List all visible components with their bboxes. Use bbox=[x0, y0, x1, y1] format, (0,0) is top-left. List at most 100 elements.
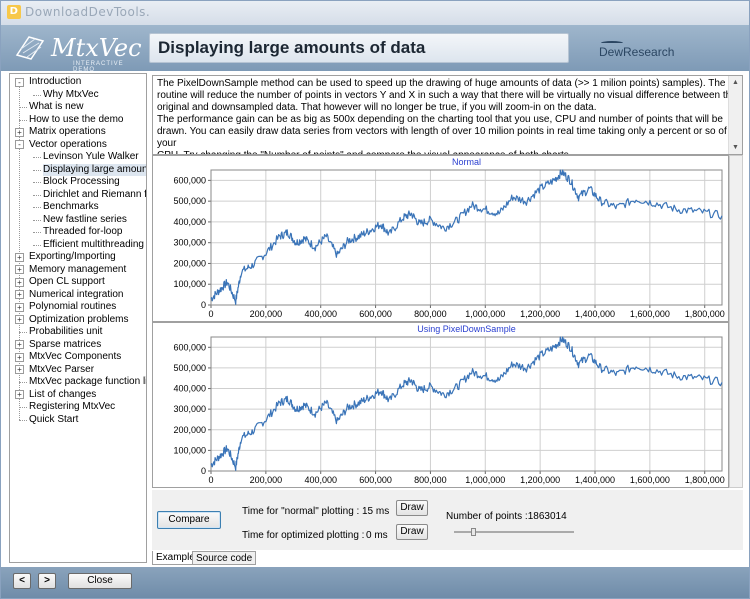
x-tick-label: 0 bbox=[208, 309, 213, 319]
previous-button[interactable]: < bbox=[13, 573, 31, 589]
y-tick-label: 300,000 bbox=[173, 238, 206, 248]
collapse-icon[interactable]: - bbox=[15, 77, 24, 87]
normal-time-label: Time for "normal" plotting : bbox=[242, 506, 360, 517]
tree-connector bbox=[19, 407, 27, 408]
tree-item[interactable]: What is new bbox=[29, 101, 84, 112]
tree-item[interactable]: Memory management bbox=[29, 263, 127, 275]
tree-item[interactable]: Matrix operations bbox=[29, 126, 106, 137]
logo-name: MtxVec bbox=[51, 34, 142, 62]
description-memo[interactable]: The PixelDownSample method can be used t… bbox=[152, 75, 743, 155]
x-tick-label: 200,000 bbox=[250, 309, 283, 319]
y-tick-label: 100,000 bbox=[173, 445, 206, 455]
optimized-time-value: 0 ms bbox=[366, 530, 388, 541]
expand-icon[interactable]: + bbox=[15, 252, 24, 262]
draw-optimized-button[interactable]: Draw bbox=[396, 524, 428, 540]
tree-line bbox=[19, 80, 20, 420]
y-tick-label: 600,000 bbox=[173, 175, 206, 185]
x-tick-label: 800,000 bbox=[414, 309, 447, 319]
chart-normal[interactable]: Normal 0 100,000 200,000 300,000 400,000 500,0… bbox=[152, 155, 729, 322]
brand-name: DewResearch bbox=[599, 45, 675, 59]
tree-item[interactable]: MtxVec Parser bbox=[29, 363, 95, 375]
slider-thumb[interactable] bbox=[471, 528, 477, 536]
expand-icon[interactable]: + bbox=[15, 340, 24, 349]
tree-item[interactable]: Exporting/Importing bbox=[29, 251, 116, 262]
app-logo: MtxVec INTERACTIVE DEMO bbox=[13, 31, 142, 73]
expand-icon[interactable]: + bbox=[15, 315, 24, 324]
chart-title: Normal bbox=[452, 157, 481, 167]
x-tick-label: 1,800,000 bbox=[685, 309, 725, 319]
tree-item[interactable]: Threaded for-loop bbox=[43, 226, 123, 237]
tree-item[interactable]: Registering MtxVec bbox=[29, 401, 116, 412]
expand-icon[interactable]: + bbox=[15, 290, 24, 299]
close-button[interactable]: Close bbox=[68, 573, 132, 589]
mtxvec-logo-icon bbox=[15, 36, 45, 60]
tree-connector bbox=[33, 244, 41, 246]
tree-item[interactable]: Block Processing bbox=[43, 176, 120, 187]
tree-item[interactable]: New fastline series bbox=[43, 213, 127, 225]
watermark-text: DownloadDevTools. bbox=[25, 5, 151, 19]
tree-connector bbox=[19, 382, 27, 383]
x-tick-label: 400,000 bbox=[304, 309, 337, 319]
expand-icon[interactable]: + bbox=[15, 302, 24, 312]
y-tick-label: 200,000 bbox=[173, 258, 206, 268]
compare-button[interactable]: Compare bbox=[157, 511, 221, 529]
download-icon: D bbox=[7, 5, 21, 19]
tree-item[interactable]: Dirichlet and Riemann funct bbox=[43, 188, 147, 200]
logo-subtitle: INTERACTIVE DEMO bbox=[73, 61, 124, 73]
tree-item[interactable]: Efficient multithreading bbox=[43, 238, 144, 250]
tree-item[interactable]: Levinson Yule Walker bbox=[43, 151, 139, 162]
tree-item[interactable]: MtxVec package function list bbox=[29, 376, 147, 387]
tree-item[interactable]: Probabilities unit bbox=[29, 326, 103, 337]
points-slider[interactable] bbox=[454, 528, 574, 536]
expand-icon[interactable]: + bbox=[15, 365, 24, 374]
tree-item[interactable]: Sparse matrices bbox=[29, 338, 102, 350]
expand-icon[interactable]: + bbox=[15, 277, 24, 287]
bottom-bar: < > Close bbox=[1, 567, 749, 598]
tree-item[interactable]: Open CL support bbox=[29, 276, 105, 287]
expand-icon[interactable]: + bbox=[15, 265, 24, 274]
tab-source-code[interactable]: Source code bbox=[192, 551, 257, 565]
y-tick-label: 200,000 bbox=[173, 425, 206, 435]
tree-item[interactable]: Benchmarks bbox=[43, 201, 99, 212]
watermark: D DownloadDevTools. bbox=[7, 5, 150, 19]
tree-item[interactable]: Displaying large amounts of bbox=[43, 163, 146, 176]
expand-icon[interactable]: + bbox=[15, 127, 24, 137]
chart-downsampled[interactable]: Using PixelDownSample 0 100,000 200,000 300,… bbox=[152, 322, 729, 488]
expand-icon[interactable]: + bbox=[15, 352, 24, 362]
tree-item[interactable]: Numerical integration bbox=[29, 288, 124, 300]
x-tick-label: 1,600,000 bbox=[630, 475, 670, 485]
tree-connector bbox=[33, 94, 41, 96]
tree-connector bbox=[19, 419, 27, 421]
x-tick-label: 1,200,000 bbox=[520, 475, 560, 485]
y-tick-label: 500,000 bbox=[173, 196, 206, 206]
description-scrollbar[interactable]: ▲ ▼ bbox=[728, 76, 742, 154]
tree-connector bbox=[19, 107, 27, 108]
tree-item[interactable]: How to use the demo bbox=[29, 113, 124, 125]
scroll-up-icon[interactable]: ▲ bbox=[732, 79, 739, 86]
collapse-icon[interactable]: - bbox=[15, 140, 24, 149]
tree-item[interactable]: Vector operations bbox=[29, 138, 107, 150]
scroll-down-icon[interactable]: ▼ bbox=[732, 144, 739, 151]
x-tick-label: 1,200,000 bbox=[520, 309, 560, 319]
tree-item[interactable]: MtxVec Components bbox=[29, 351, 122, 362]
tree-item[interactable]: Optimization problems bbox=[29, 313, 129, 325]
y-tick-label: 400,000 bbox=[173, 217, 206, 227]
x-tick-label: 1,800,000 bbox=[685, 475, 725, 485]
draw-normal-button[interactable]: Draw bbox=[396, 500, 428, 516]
tree-item[interactable]: List of changes bbox=[29, 388, 97, 400]
x-tick-label: 1,000,000 bbox=[465, 309, 505, 319]
x-tick-label: 1,600,000 bbox=[630, 309, 670, 319]
tree-item[interactable]: Introduction bbox=[29, 76, 82, 87]
brand-logo: DewResearch bbox=[599, 41, 674, 59]
chart-normal-svg: Normal 0 100,000 200,000 300,000 400,000 500,0… bbox=[173, 157, 725, 319]
charts-scrollbar[interactable] bbox=[729, 155, 743, 488]
x-tick-label: 1,400,000 bbox=[575, 309, 615, 319]
tree-connector bbox=[33, 232, 41, 233]
tree-item[interactable]: Polynomial routines bbox=[29, 301, 117, 312]
tree-item[interactable]: Quick Start bbox=[29, 413, 79, 425]
navigation-tree[interactable]: - Introduction Why MtxVec What is new How to… bbox=[9, 73, 147, 563]
tree-item[interactable]: Why MtxVec bbox=[43, 88, 99, 100]
next-button[interactable]: > bbox=[38, 573, 56, 589]
expand-icon[interactable]: + bbox=[15, 390, 24, 399]
